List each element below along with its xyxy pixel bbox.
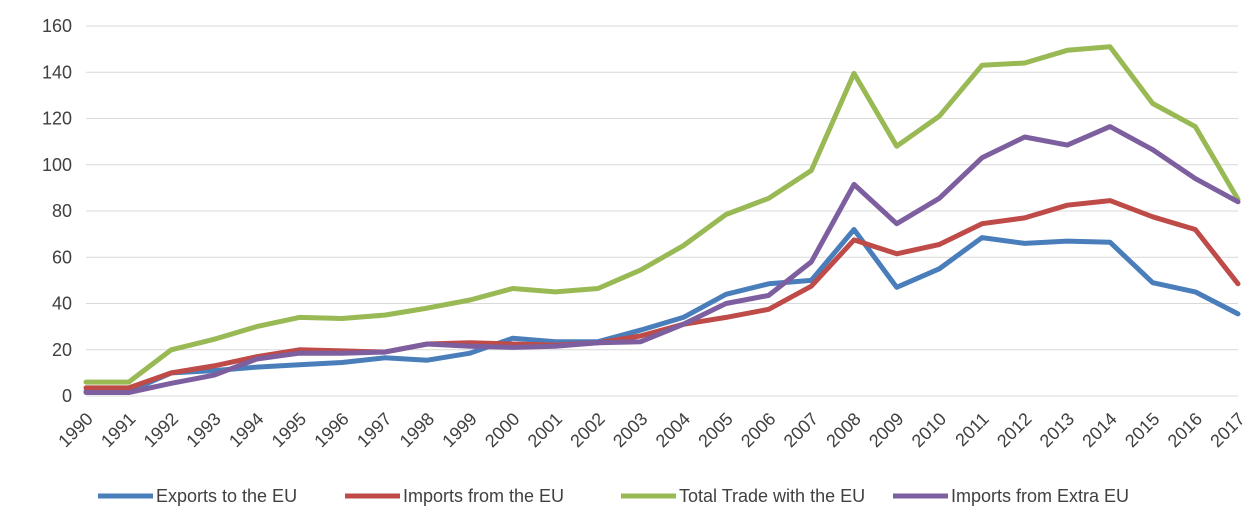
- series-lines: [83, 44, 1241, 395]
- x-tick-label: 1991: [97, 409, 139, 451]
- x-tick-label: 1997: [353, 409, 395, 451]
- legend-label: Exports to the EU: [156, 486, 297, 506]
- series-line-2: [83, 198, 1241, 391]
- x-tick-label: 1990: [54, 409, 96, 451]
- legend-label: Imports from the EU: [403, 486, 564, 506]
- series-line-1: [83, 227, 1241, 394]
- x-tick-label: 2001: [524, 409, 566, 451]
- x-tick-label: 1996: [310, 409, 352, 451]
- x-tick-label: 2004: [652, 409, 694, 451]
- x-tick-label: 2014: [1078, 409, 1120, 451]
- x-tick-label: 1994: [225, 409, 267, 451]
- series-line-3: [83, 44, 1241, 385]
- legend: Exports to the EU Imports from the EU Tota…: [98, 486, 1129, 506]
- y-axis-ticks: 0 20 40 60 80 100 120 140 160: [42, 16, 72, 406]
- y-tick-label: 40: [52, 294, 72, 314]
- x-tick-label: 2012: [993, 409, 1035, 451]
- x-tick-label: 2005: [694, 409, 736, 451]
- y-tick-label: 60: [52, 247, 72, 267]
- x-tick-label: 2006: [737, 409, 779, 451]
- legend-label: Total Trade with the EU: [679, 486, 865, 506]
- x-tick-label: 2000: [481, 409, 523, 451]
- x-tick-label: 2003: [609, 409, 651, 451]
- y-tick-label: 20: [52, 340, 72, 360]
- x-tick-label: 1998: [396, 409, 438, 451]
- x-axis-ticks: 1990 1991 1992 1993 1994 1995 1996 1997 1998 1999…: [54, 409, 1248, 451]
- x-tick-label: 2013: [1036, 409, 1078, 451]
- x-tick-label: 1999: [438, 409, 480, 451]
- y-tick-label: 80: [52, 201, 72, 221]
- gridlines: [86, 25, 1238, 397]
- x-tick-label: 1995: [268, 409, 310, 451]
- x-tick-label: 2002: [566, 409, 608, 451]
- x-tick-label: 2010: [908, 409, 950, 451]
- x-tick-label: 2016: [1164, 409, 1206, 451]
- x-tick-label: 2008: [822, 409, 864, 451]
- y-tick-label: 100: [42, 155, 72, 175]
- y-tick-label: 160: [42, 16, 72, 36]
- x-tick-label: 2007: [780, 409, 822, 451]
- y-tick-label: 0: [62, 386, 72, 406]
- legend-label: Imports from Extra EU: [951, 486, 1129, 506]
- series-line-4: [83, 124, 1241, 395]
- x-tick-label: 2017: [1206, 409, 1248, 451]
- x-tick-label: 1993: [182, 409, 224, 451]
- x-tick-label: 2009: [865, 409, 907, 451]
- y-tick-label: 120: [42, 109, 72, 129]
- y-tick-label: 140: [42, 62, 72, 82]
- x-tick-label: 1992: [140, 409, 182, 451]
- x-tick-label: 2011: [951, 409, 993, 451]
- x-tick-label: 2015: [1121, 409, 1163, 451]
